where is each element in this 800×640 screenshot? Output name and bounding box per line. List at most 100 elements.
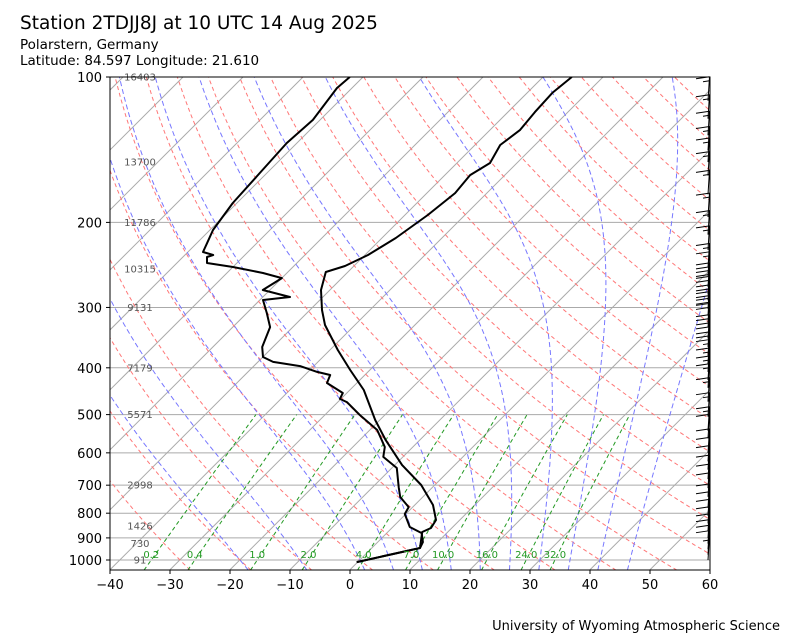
wind-barb-full: [695, 318, 710, 322]
dry-adiabat-line: [114, 77, 495, 570]
dry-adiabat-line: [301, 77, 710, 487]
wind-barb: [695, 472, 710, 497]
dry-adiabat-line: [518, 77, 710, 262]
mixing-ratio-line: [301, 414, 403, 570]
mixing-ratio-label: 4.0: [356, 550, 372, 561]
wind-barb-half: [702, 255, 710, 258]
dry-adiabat-line: [110, 336, 313, 570]
wind-barbs: [695, 76, 710, 561]
wind-barb-full: [695, 151, 710, 155]
wind-barb-full: [695, 530, 710, 534]
moist-adiabat-line: [110, 297, 308, 570]
x-tick-label: −20: [216, 578, 243, 593]
y-tick-label: 700: [77, 479, 102, 494]
wind-barb-full: [695, 406, 710, 410]
wind-barb-full: [695, 210, 710, 214]
moist-adiabat-line: [118, 77, 395, 570]
mixing-ratio-label: 7.0: [403, 550, 419, 561]
wind-barb-full: [695, 483, 710, 487]
mixing-ratio-label: 16.0: [476, 550, 498, 561]
wind-barb: [695, 210, 710, 235]
mixing-ratio-line: [187, 414, 298, 570]
wind-barb-full: [695, 331, 710, 335]
isotherm-line: [469, 329, 710, 570]
wind-barb-staff: [707, 428, 710, 453]
wind-barb-half: [702, 80, 710, 83]
wind-barb-half: [702, 381, 710, 384]
y-tick-label: 200: [77, 216, 102, 231]
wind-barb-half: [702, 98, 710, 101]
wind-barb-staff: [707, 445, 710, 470]
wind-barb-full: [695, 301, 710, 305]
background-lines: [0, 77, 710, 570]
y-tick-label: 400: [77, 362, 102, 377]
wind-barb-half: [702, 114, 710, 117]
wind-barb-half: [702, 247, 710, 250]
isotherm-line: [110, 77, 544, 511]
wind-barb-full: [695, 463, 710, 467]
wind-barb-full: [695, 192, 710, 196]
wind-barb-half: [702, 396, 710, 399]
wind-barb-full: [695, 413, 710, 417]
isotherm-line: [589, 449, 710, 570]
annotation-labels: 0.2 0.4 1.0 2.0 4.0 7.0 10.0 16.0 24.0 32.0 16403 1…: [124, 73, 566, 567]
wind-barb: [702, 535, 710, 561]
height-label: 5571: [127, 410, 152, 421]
height-label: 730: [130, 539, 149, 550]
wind-barb-full: [695, 275, 710, 279]
height-label: 7179: [127, 363, 152, 374]
wind-barb-half: [702, 539, 710, 542]
moist-adiabat-line: [542, 77, 607, 570]
wind-barb: [695, 392, 710, 417]
wind-barb-full: [695, 363, 710, 367]
wind-barb: [695, 445, 710, 470]
x-tick-label: 20: [462, 578, 479, 593]
wind-barb-full: [695, 243, 710, 247]
height-label: 9131: [127, 303, 152, 314]
dry-adiabat-line: [332, 77, 710, 453]
mixing-ratio-line: [549, 414, 631, 570]
isotherm-line: [110, 77, 124, 91]
wind-barb: [695, 413, 710, 439]
wind-barb-full: [695, 513, 710, 517]
wind-barb-full: [695, 524, 710, 528]
isotherm-line: [349, 209, 710, 570]
wind-barb-half: [702, 229, 710, 232]
dry-adiabat-line: [239, 77, 710, 555]
wind-barb: [695, 251, 710, 276]
wind-barb-full: [695, 262, 710, 266]
isotherm-line: [110, 77, 604, 570]
isotherm-line: [649, 509, 710, 570]
x-tick-label: −30: [156, 578, 183, 593]
wind-barb-full: [695, 355, 710, 359]
height-label: 91: [134, 556, 147, 567]
mixing-ratio-label: 2.0: [301, 550, 317, 561]
isotherm-line: [110, 77, 184, 151]
wind-barb: [695, 483, 710, 508]
dry-adiabat-line: [176, 77, 617, 570]
mixing-ratio-line: [404, 414, 499, 570]
x-tick-label: 10: [402, 578, 419, 593]
x-tick-label: −10: [276, 578, 303, 593]
axes: −40 −30 −20 −10 0 10 20 30 40 50 60 100 200 300 400 500…: [69, 71, 718, 593]
wind-barb-full: [695, 445, 710, 449]
dry-adiabat-line: [270, 77, 710, 521]
plot-frame: [109, 76, 711, 571]
wind-barb-full: [695, 279, 710, 283]
wind-barb: [695, 454, 710, 480]
wind-barb: [695, 322, 710, 347]
wind-barb-full: [695, 322, 710, 326]
height-label: 16403: [124, 73, 156, 84]
wind-barb: [695, 377, 710, 402]
wind-barb: [695, 137, 710, 163]
height-label: 11786: [124, 218, 156, 229]
wind-barb: [695, 363, 710, 388]
y-tick-label: 1000: [69, 554, 102, 569]
wind-barb-full: [695, 251, 710, 255]
mixing-ratio-label: 24.0: [515, 550, 537, 561]
chart-title: Station 2TDJJ8J at 10 UTC 14 Aug 2025: [20, 13, 378, 34]
dewpoint-profile-line: [202, 77, 424, 564]
isotherm-line: [0, 77, 3, 570]
wind-barb: [695, 428, 710, 453]
